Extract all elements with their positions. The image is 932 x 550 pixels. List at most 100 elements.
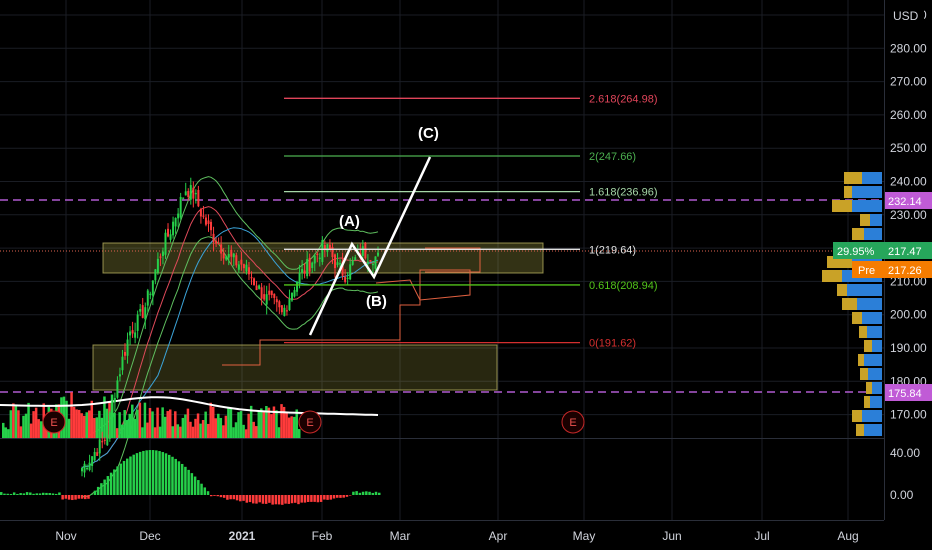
candle-body (91, 456, 94, 467)
upper-band (81, 176, 379, 439)
volume-bar (103, 396, 106, 438)
earnings-marker[interactable]: E (298, 410, 322, 434)
candle-body (331, 247, 334, 258)
momentum-bar (180, 463, 184, 495)
momentum-bar (281, 495, 284, 505)
volume-bar (22, 415, 25, 438)
volume-bar (222, 425, 225, 438)
candle-body (293, 290, 296, 297)
volume-bar (19, 426, 23, 438)
candle-body (354, 257, 357, 261)
volume-bar (4, 427, 8, 438)
momentum-bar (148, 450, 152, 495)
support-price-tag: 175.84 (885, 384, 932, 401)
volume-profile-bar (837, 284, 847, 296)
currency-label[interactable]: USD (890, 6, 924, 24)
volume-bar (275, 410, 278, 438)
momentum-bar (171, 456, 174, 495)
fib-level-label: 2(247.66) (589, 151, 636, 163)
volume-profile-bar (864, 228, 882, 240)
momentum-bar (142, 450, 145, 495)
candle-body (187, 190, 190, 198)
candle-body (265, 294, 268, 305)
candle-body (258, 285, 261, 289)
candle-body (255, 285, 258, 291)
momentum-bar (378, 492, 381, 495)
momentum-bar (103, 479, 106, 495)
moving-average-fast (81, 206, 379, 469)
momentum-bar (54, 493, 58, 495)
fib-level-label: 0(191.62) (589, 338, 636, 350)
momentum-bar (161, 452, 165, 495)
momentum-bar (122, 460, 126, 495)
momentum-bar (261, 495, 265, 504)
volume-bar (199, 423, 202, 438)
volume-bar (196, 413, 200, 438)
volume-bar (270, 414, 273, 438)
candle-body (364, 242, 367, 259)
earnings-marker[interactable]: E (42, 410, 66, 434)
momentum-bar (268, 495, 271, 503)
volume-profile-bar (866, 382, 872, 394)
change-percent-tag: 29.95% (833, 242, 885, 259)
volume-bar (118, 412, 121, 438)
candle-body (346, 277, 349, 279)
candle-body (303, 270, 306, 274)
momentum-bar (67, 495, 71, 500)
candle-body (285, 310, 288, 312)
volume-bar (32, 411, 35, 438)
time-axis[interactable]: Nov Dec 2021 Feb Mar Apr May Jun Jul Aug (55, 529, 858, 543)
candle-body (247, 267, 250, 275)
candle-body (326, 244, 329, 252)
bollinger-bands (81, 176, 481, 499)
momentum-bar (42, 492, 45, 495)
momentum-bar (132, 454, 135, 495)
volume-bar (204, 411, 207, 438)
volume-bar (105, 408, 109, 438)
volume-bar (151, 411, 154, 438)
volume-bar (285, 412, 288, 438)
indicator-axis[interactable]: 40.00 0.00 (890, 446, 920, 502)
volume-bar (217, 413, 220, 438)
volume-bar (138, 402, 142, 438)
candle-body (217, 243, 220, 245)
momentum-bar (113, 469, 116, 495)
price-axis[interactable]: 290.00280.00270.00260.00250.00240.00230.… (890, 8, 927, 422)
volume-bar (14, 405, 18, 438)
volume-bar (93, 418, 96, 438)
earnings-marker[interactable]: E (561, 410, 585, 434)
candle-body (108, 412, 111, 439)
price-candles (81, 177, 379, 478)
volume-bar (260, 408, 263, 438)
momentum-bar (77, 495, 81, 499)
volume-profile-bar (862, 312, 882, 324)
volume-bar (234, 422, 238, 438)
volume-bar (174, 411, 177, 438)
demand-zone[interactable] (92, 344, 498, 391)
volume-bar (280, 404, 283, 438)
volume-bar (29, 423, 33, 438)
volume-profile-bar (864, 396, 870, 408)
candle-body (296, 281, 299, 292)
candle-body (278, 301, 281, 308)
candle-body (141, 305, 144, 318)
momentum-bar (74, 495, 77, 500)
volume-bar (224, 415, 228, 438)
volume-bar (249, 405, 253, 438)
momentum-bar (352, 491, 355, 495)
momentum-bar (203, 487, 207, 495)
momentum-bar (258, 495, 261, 503)
abc-wave-path[interactable] (308, 156, 432, 336)
momentum-bar (222, 495, 226, 498)
momentum-bar (297, 495, 300, 505)
volume-bar (156, 407, 159, 438)
svg-text:232.14: 232.14 (888, 196, 922, 208)
candle-body (177, 213, 180, 219)
candle-body (339, 263, 342, 265)
volume-profile-bar (860, 214, 870, 226)
volume-bar (176, 424, 180, 438)
candle-body (270, 290, 273, 296)
indicator-tick-label: 40.00 (890, 446, 920, 460)
candle-body (366, 261, 369, 264)
